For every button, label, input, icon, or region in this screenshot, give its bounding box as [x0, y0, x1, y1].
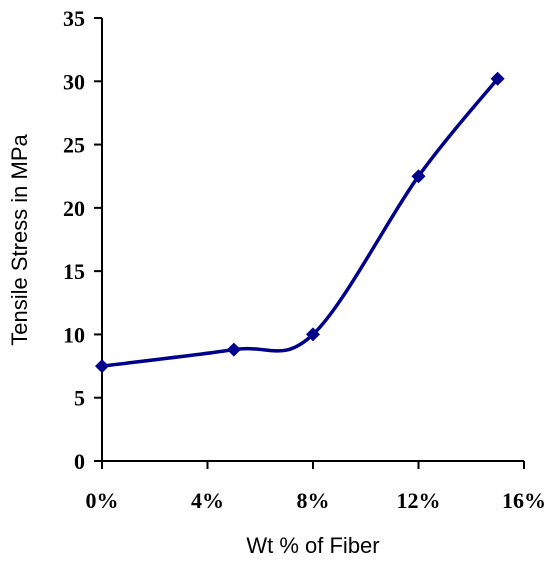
- y-axis-title: Tensile Stress in MPa: [7, 133, 32, 345]
- x-tick-label: 12%: [397, 488, 441, 513]
- data-point-marker: [226, 342, 241, 357]
- y-tick-label: 10: [63, 322, 85, 347]
- x-tick-label: 4%: [191, 488, 224, 513]
- y-tick-label: 5: [74, 386, 85, 411]
- data-point-marker: [490, 71, 505, 86]
- y-tick-label: 15: [63, 259, 85, 284]
- y-tick-label: 35: [63, 6, 85, 31]
- x-tick-label: 8%: [297, 488, 330, 513]
- x-tick-label: 16%: [502, 488, 546, 513]
- y-tick-label: 25: [63, 133, 85, 158]
- y-tick-label: 20: [63, 196, 85, 221]
- x-tick-label: 0%: [86, 488, 119, 513]
- data-point-marker: [95, 359, 109, 374]
- y-tick-label: 0: [74, 449, 85, 474]
- series-line: [101, 77, 499, 368]
- y-ticks: 0 5 10 15 20 25 30 35: [63, 6, 102, 474]
- data-point-marker: [306, 327, 320, 342]
- x-axis-title: Wt % of Fiber: [246, 533, 379, 558]
- data-point-marker: [411, 169, 426, 184]
- x-ticks: 0% 4% 8% 12% 16%: [86, 461, 546, 513]
- series-group: [95, 71, 505, 374]
- y-tick-label: 30: [63, 69, 85, 94]
